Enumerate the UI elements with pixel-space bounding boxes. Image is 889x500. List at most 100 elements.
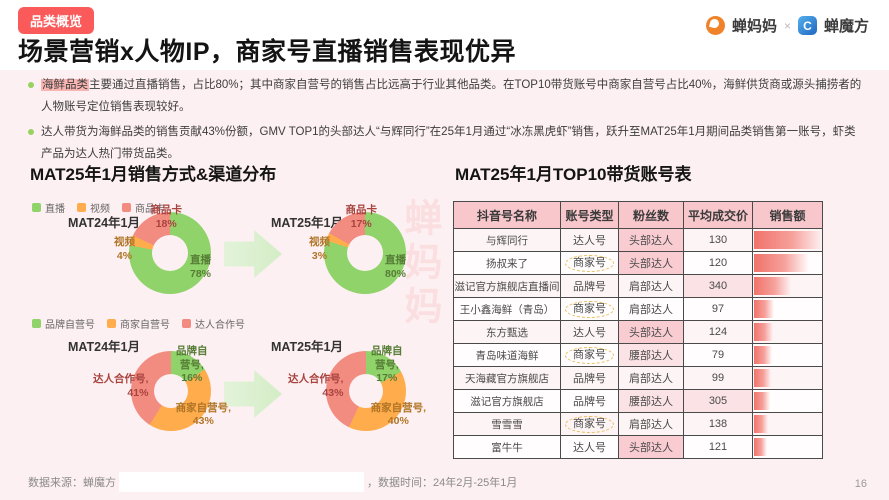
table-row: 滋记官方旗舰店 品牌号 腰部达人 305 [453, 389, 823, 413]
account-name-cell: 与辉同行 [453, 228, 561, 252]
donut-chart [131, 351, 211, 431]
avg-price-cell: 99 [683, 366, 753, 390]
fans-tier-cell: 肩部达人 [618, 412, 684, 436]
legend-item: 商家自营号 [107, 316, 170, 331]
bullet-item: 海鲜品类主要通过直播销售，占比80%；其中商家自营号的销售占比远高于行业其他品类… [28, 74, 863, 119]
account-type-cell: 品牌号 [560, 389, 619, 413]
header-band: 品类概览 场景营销x人物IP，商家号直播销售表现优异 蝉妈妈 × C 蝉魔方 [0, 0, 889, 70]
donut-chart [129, 212, 211, 294]
footer-time: ，数据时间：24年2月-25年1月 [367, 477, 518, 489]
fans-tier-cell: 肩部达人 [618, 297, 684, 321]
fans-tier-cell: 腰部达人 [618, 389, 684, 413]
sales-bar [754, 231, 822, 249]
sales-bar [754, 369, 772, 387]
sales-bar [754, 254, 809, 272]
donut-label-merchant: 商家自营号, 43% [175, 401, 231, 428]
sales-bar [754, 392, 770, 410]
legend-label: 商家自营号 [120, 320, 170, 331]
donut-account-mat24: 品牌自营号, 16% 商家自营号, 43% 达人合作号, 41% [93, 345, 231, 431]
donut-label-brand: 品牌自营号, 16% [176, 345, 208, 385]
account-name-cell: 滋记官方旗舰店 [453, 389, 561, 413]
legend-swatch [32, 319, 41, 328]
sales-bar-cell [752, 274, 823, 298]
chanmama-logo-icon [705, 16, 725, 35]
donut-label-card: 商品卡 18% [150, 204, 182, 230]
footer-redaction-box [119, 472, 364, 492]
sales-bar [754, 323, 774, 341]
sales-bar [754, 415, 769, 433]
bullet-text: 主要通过直播销售，占比80%；其中商家自营号的销售占比远高于行业其他品类。在TO… [41, 79, 862, 114]
donut-account-mat25: 品牌自营号, 17% 商家自营号, 40% 达人合作号, 43% [288, 345, 426, 431]
table-row: 天海藏官方旗舰店 品牌号 肩部达人 99 [453, 366, 823, 390]
sales-bar-cell [752, 297, 823, 321]
period-label: MAT25年1月 [271, 340, 344, 354]
table-row: 与辉同行 达人号 头部达人 130 [453, 228, 823, 252]
chanmofang-logo-icon: C [797, 16, 817, 35]
fans-tier-cell: 腰部达人 [618, 343, 684, 367]
method-legend: 直播 视频 商品卡 [32, 200, 165, 215]
table-header-cell: 抖音号名称 [453, 201, 561, 229]
legend-label: 商品卡 [135, 204, 165, 215]
sales-bar-cell [752, 389, 823, 413]
account-name-cell: 王小鑫海鲜（青岛） [453, 297, 561, 321]
account-table-body: 与辉同行 达人号 头部达人 130 扬叔来了 商家号 头部达人 120 滋记官方… [453, 228, 823, 459]
legend-item: 品牌自营号 [32, 316, 95, 331]
section-badge: 品类概览 [18, 7, 95, 34]
donut-chart [326, 351, 406, 431]
legend-item: 直播 [32, 200, 65, 215]
donut-method-mat24: 商品卡 18% 视频 4% 直播 78% [114, 204, 211, 294]
table-header-cell: 粉丝数 [618, 201, 684, 229]
table-row: 雪雪雪 商家号 肩部达人 138 [453, 412, 823, 436]
fans-tier-cell: 头部达人 [618, 320, 684, 344]
donut-label-influencer: 达人合作号, 43% [288, 373, 344, 399]
sales-bar-cell [752, 412, 823, 436]
avg-price-cell: 138 [683, 412, 753, 436]
account-name-cell: 滋记官方旗舰店直播间 [453, 274, 561, 298]
page-number: 16 [854, 478, 867, 490]
fans-tier-cell: 头部达人 [618, 251, 684, 275]
avg-price-cell: 124 [683, 320, 753, 344]
avg-price-cell: 130 [683, 228, 753, 252]
sales-bar-cell [752, 343, 823, 367]
account-name-cell: 青岛味道海鲜 [453, 343, 561, 367]
account-type-cell: 达人号 [560, 435, 619, 459]
table-row: 富牛牛 达人号 头部达人 121 [453, 435, 823, 459]
sales-bar-cell [752, 366, 823, 390]
legend-label: 直播 [45, 204, 65, 215]
sales-bar-cell [752, 320, 823, 344]
account-name-cell: 雪雪雪 [453, 412, 561, 436]
account-legend: 品牌自营号 商家自营号 达人合作号 [32, 316, 245, 331]
charts-panel: MAT25年1月销售方式&渠道分布 直播 视频 商品卡 MAT24年1月 商品卡… [30, 160, 442, 470]
avg-price-cell: 120 [683, 251, 753, 275]
table-row: 扬叔来了 商家号 头部达人 120 [453, 251, 823, 275]
donut-label-influencer: 达人合作号, 41% [93, 373, 149, 399]
legend-item: 商品卡 [122, 200, 165, 215]
account-type-cell: 商家号 [560, 251, 619, 275]
account-name-cell: 东方甄选 [453, 320, 561, 344]
legend-item: 达人合作号 [182, 316, 245, 331]
fans-tier-cell: 肩部达人 [618, 274, 684, 298]
avg-price-cell: 97 [683, 297, 753, 321]
charts-section-title: MAT25年1月销售方式&渠道分布 [30, 165, 277, 184]
account-type-cell: 商家号 [560, 343, 619, 367]
donut-label-card: 商品卡 17% [345, 204, 377, 230]
sales-bar [754, 438, 768, 456]
legend-swatch [182, 319, 191, 328]
account-name-cell: 扬叔来了 [453, 251, 561, 275]
donut-label-brand: 品牌自营号, 17% [371, 345, 403, 385]
table-panel: MAT25年1月TOP10带货账号表 抖音号名称 账号类型 粉丝数 平均成交价 … [453, 160, 825, 459]
legend-item: 视频 [77, 200, 110, 215]
donut-method-mat25: 商品卡 17% 视频 3% 直播 80% [309, 204, 406, 294]
chanmofang-logo-text: 蝉魔方 [823, 18, 869, 35]
table-header-cell: 销售额 [752, 201, 823, 229]
legend-swatch [32, 203, 41, 212]
sales-bar [754, 300, 774, 318]
transition-arrow-icon [224, 370, 282, 418]
account-name-cell: 天海藏官方旗舰店 [453, 366, 561, 390]
brand-logos: 蝉妈妈 × C 蝉魔方 [705, 15, 869, 36]
account-type-cell: 品牌号 [560, 274, 619, 298]
avg-price-cell: 79 [683, 343, 753, 367]
sales-bar-cell [752, 251, 823, 275]
transition-arrow-icon [224, 230, 282, 278]
legend-swatch [107, 319, 116, 328]
